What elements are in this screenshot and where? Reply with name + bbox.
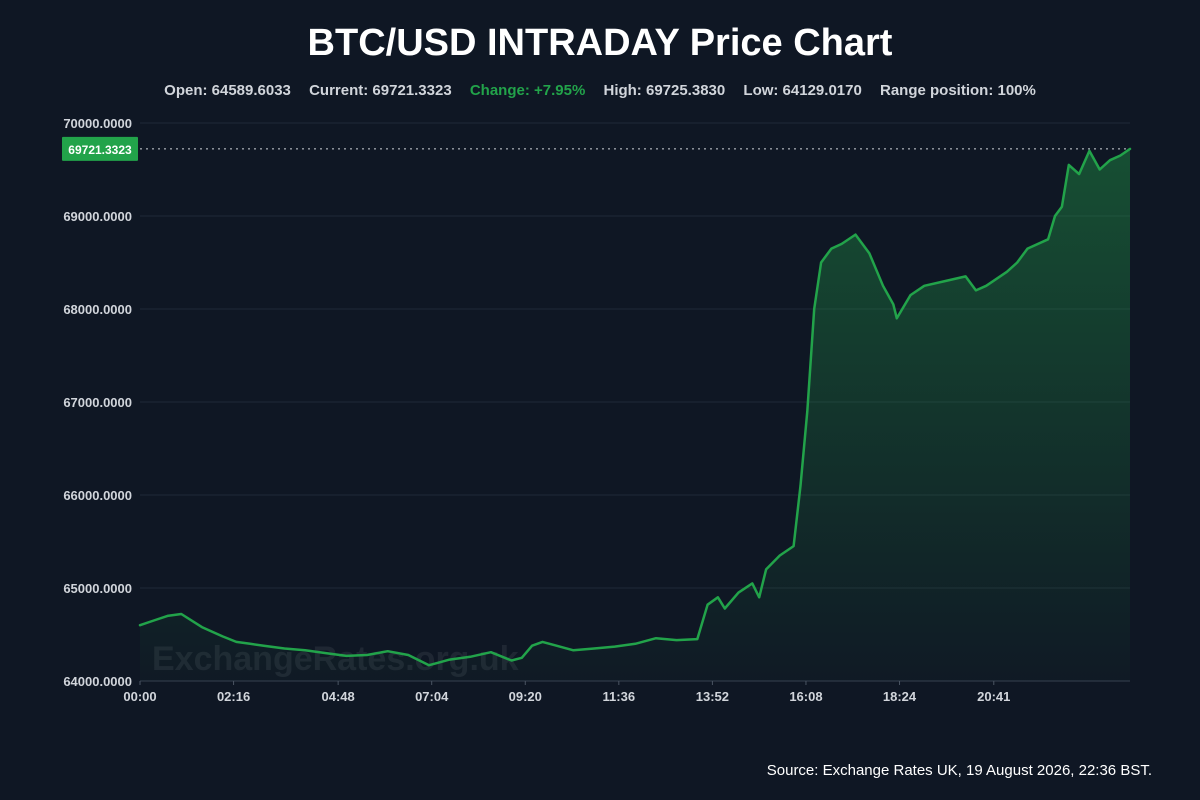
y-tick-label: 70000.0000 (63, 116, 132, 131)
stat-low: Low: 64129.0170 (743, 82, 862, 99)
x-tick-label: 16:08 (789, 689, 822, 704)
series-area (140, 148, 1130, 681)
y-tick-label: 67000.0000 (63, 395, 132, 410)
series-line (138, 147, 1132, 667)
stat-open: Open: 64589.6033 (164, 82, 291, 99)
y-tick-label: 66000.0000 (63, 488, 132, 503)
stat-range-position: Range position: 100% (879, 82, 1036, 99)
x-tick-label: 20:41 (977, 689, 1010, 704)
x-tick-label: 11:36 (603, 689, 636, 704)
chart-title: BTC/USD INTRADAY Price Chart (307, 22, 893, 64)
y-tick-label: 64000.0000 (63, 674, 132, 689)
x-tick-label: 13:52 (696, 689, 729, 704)
x-tick-label: 04:48 (322, 689, 355, 704)
stat-change: Change: +7.95% (469, 82, 586, 99)
stat-current: Current: 69721.3323 (309, 82, 452, 99)
source-note: Source: Exchange Rates UK, 19 August 202… (766, 762, 1152, 779)
current-price-badge (62, 136, 138, 161)
x-tick-label: 18:24 (883, 689, 917, 704)
x-tick-label: 00:00 (123, 689, 156, 704)
y-tick-label: 69000.0000 (63, 209, 132, 224)
stats-bar: Open: 64589.6033 Current: 69721.3323 Cha… (0, 82, 1200, 99)
current-price-label: 69721.3323 (68, 143, 132, 157)
x-tick-label: 07:04 (415, 689, 449, 704)
y-tick-label: 65000.0000 (63, 581, 132, 596)
y-tick-label: 68000.0000 (63, 302, 132, 317)
x-tick-label: 09:20 (509, 689, 542, 704)
stat-high: High: 69725.3830 (603, 82, 726, 99)
x-tick-label: 02:16 (217, 689, 250, 704)
